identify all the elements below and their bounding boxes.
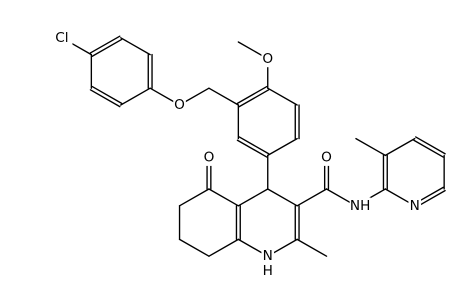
atom-label: O [262,51,273,67]
bond [267,137,298,157]
atom-label-bg [261,50,275,68]
bond [413,139,444,158]
atom-label: O [321,150,332,166]
bond [120,37,151,56]
bond [296,238,328,257]
atom-label-bg [51,29,73,47]
bond [296,188,328,207]
bond [238,136,270,155]
bond [267,87,298,106]
atom-label: N [263,248,273,264]
bond [89,35,121,54]
atom-label-bg [261,247,275,265]
bond [237,188,269,207]
bond [236,85,268,105]
bond [208,188,240,207]
atom-label: O [174,97,185,113]
bond [384,137,416,157]
bond [355,137,387,157]
bond [236,139,268,158]
atom-label: O [204,150,215,166]
atom-label-bg [349,197,371,215]
atom-label-bg [261,262,275,280]
bond [267,188,298,207]
atom-label: N [410,198,420,214]
bond [91,38,123,57]
bond [415,136,446,155]
bond [178,188,210,207]
atom-label-bg [173,96,186,114]
atom-label: H [263,263,273,279]
atom-label: Cl [55,30,68,46]
bond [89,89,121,108]
bond [208,238,240,257]
bond [91,85,123,105]
bond [178,238,210,257]
bond [208,87,240,106]
atom-label: NH [350,198,370,214]
atom-label-bg [408,197,422,215]
bond [238,89,270,108]
atom-label-bg [320,149,333,166]
atom-label-bg [202,149,216,166]
bond [120,87,151,106]
